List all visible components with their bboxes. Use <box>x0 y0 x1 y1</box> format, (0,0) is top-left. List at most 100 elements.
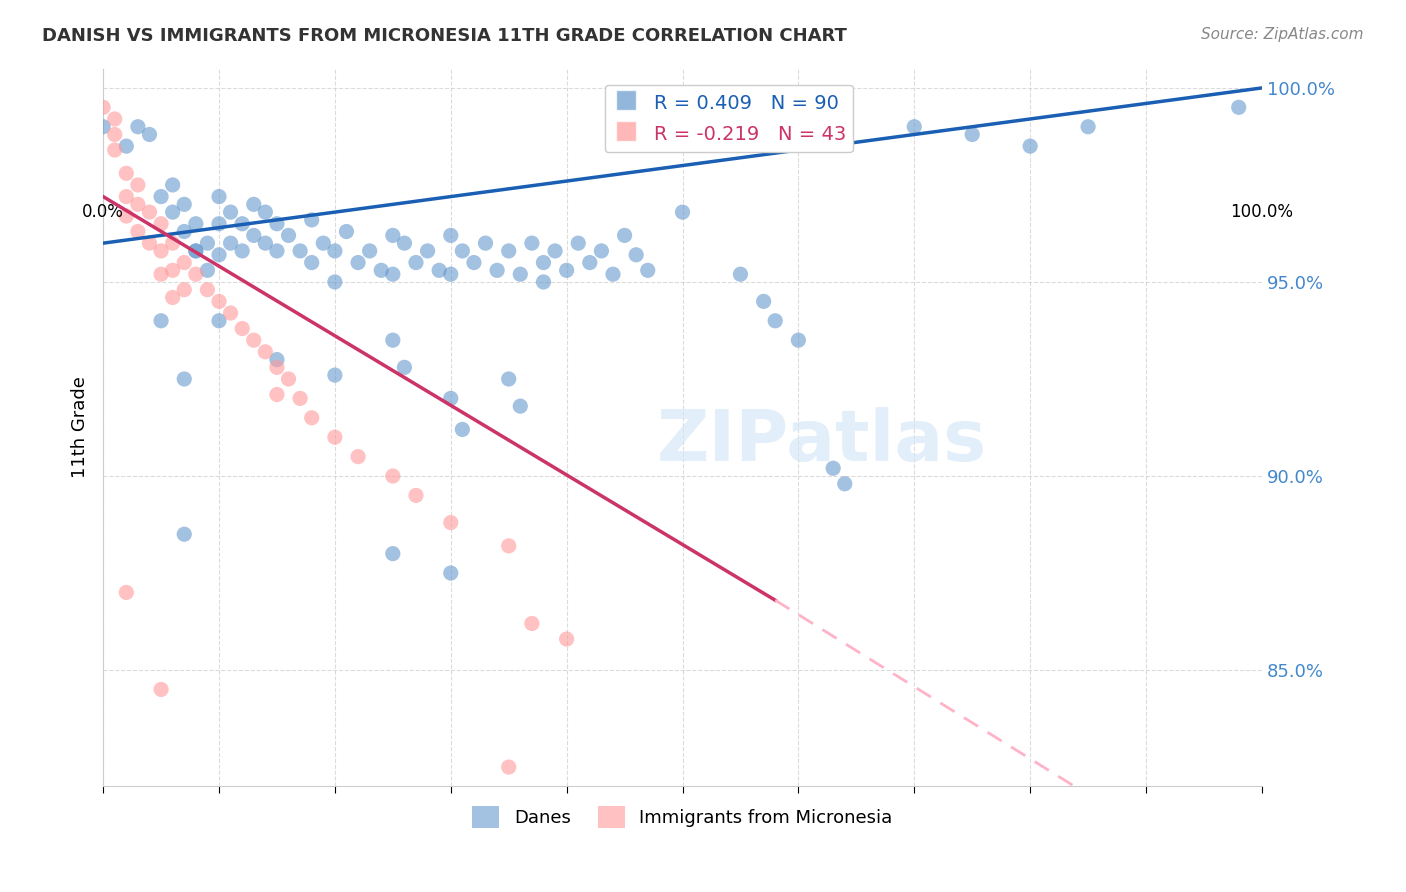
Point <box>498 539 520 553</box>
Point <box>555 632 578 646</box>
Text: Source: ZipAtlas.com: Source: ZipAtlas.com <box>1201 27 1364 42</box>
Point <box>533 255 555 269</box>
Point <box>440 566 463 580</box>
Point <box>405 488 427 502</box>
Point <box>266 387 288 401</box>
Point <box>671 205 693 219</box>
Point <box>440 267 463 281</box>
Point <box>173 197 195 211</box>
Point <box>394 360 416 375</box>
Point <box>91 100 114 114</box>
Point <box>498 244 520 258</box>
Point <box>347 450 370 464</box>
Point <box>115 585 138 599</box>
Point <box>127 197 149 211</box>
Point <box>823 461 845 475</box>
Point <box>104 128 127 142</box>
Point <box>637 263 659 277</box>
Text: 0.0%: 0.0% <box>82 202 124 221</box>
Point <box>173 225 195 239</box>
Point <box>150 244 173 258</box>
Point <box>266 352 288 367</box>
Point <box>184 244 207 258</box>
Point <box>208 217 231 231</box>
Point <box>231 217 253 231</box>
Point <box>440 228 463 243</box>
Point <box>301 212 323 227</box>
Point <box>127 225 149 239</box>
Point <box>381 333 404 347</box>
Point <box>578 255 600 269</box>
Point <box>335 225 357 239</box>
Point <box>602 267 624 281</box>
Point <box>231 321 253 335</box>
Point <box>960 128 983 142</box>
Point <box>197 236 219 251</box>
Point <box>288 392 311 406</box>
Point <box>323 244 346 258</box>
Point <box>115 166 138 180</box>
Text: DANISH VS IMMIGRANTS FROM MICRONESIA 11TH GRADE CORRELATION CHART: DANISH VS IMMIGRANTS FROM MICRONESIA 11T… <box>42 27 846 45</box>
Point <box>242 333 264 347</box>
Point <box>254 236 277 251</box>
Point <box>288 244 311 258</box>
Point <box>451 244 474 258</box>
Point <box>486 263 509 277</box>
Point <box>115 209 138 223</box>
Point <box>162 263 184 277</box>
Point <box>763 314 786 328</box>
Point <box>208 314 231 328</box>
Y-axis label: 11th Grade: 11th Grade <box>72 376 89 478</box>
Point <box>416 244 439 258</box>
Point <box>254 344 277 359</box>
Point <box>104 112 127 126</box>
Point <box>520 236 543 251</box>
Point <box>197 263 219 277</box>
Point <box>115 189 138 203</box>
Point <box>138 128 160 142</box>
Point <box>509 267 531 281</box>
Point <box>624 248 647 262</box>
Point <box>184 267 207 281</box>
Point <box>323 368 346 383</box>
Point <box>440 392 463 406</box>
Text: 100.0%: 100.0% <box>1230 202 1294 221</box>
Point <box>197 283 219 297</box>
Point <box>184 244 207 258</box>
Point <box>555 263 578 277</box>
Point <box>208 248 231 262</box>
Point <box>520 616 543 631</box>
Point <box>277 228 299 243</box>
Point <box>370 263 392 277</box>
Point <box>903 120 925 134</box>
Point <box>359 244 381 258</box>
Point <box>138 236 160 251</box>
Point <box>394 236 416 251</box>
Point <box>752 294 775 309</box>
Point <box>405 255 427 269</box>
Point <box>150 267 173 281</box>
Point <box>150 314 173 328</box>
Point <box>173 527 195 541</box>
Point <box>323 275 346 289</box>
Point <box>567 236 589 251</box>
Text: ZIPatlas: ZIPatlas <box>657 408 987 476</box>
Point <box>150 217 173 231</box>
Point <box>150 189 173 203</box>
Point <box>231 244 253 258</box>
Point <box>591 244 613 258</box>
Point <box>208 189 231 203</box>
Point <box>173 255 195 269</box>
Point <box>323 430 346 444</box>
Point <box>381 228 404 243</box>
Point <box>150 682 173 697</box>
Point <box>266 244 288 258</box>
Point <box>347 255 370 269</box>
Point <box>277 372 299 386</box>
Point <box>509 399 531 413</box>
Point <box>474 236 496 251</box>
Point <box>427 263 450 277</box>
Point <box>242 228 264 243</box>
Point <box>312 236 335 251</box>
Point <box>127 178 149 192</box>
